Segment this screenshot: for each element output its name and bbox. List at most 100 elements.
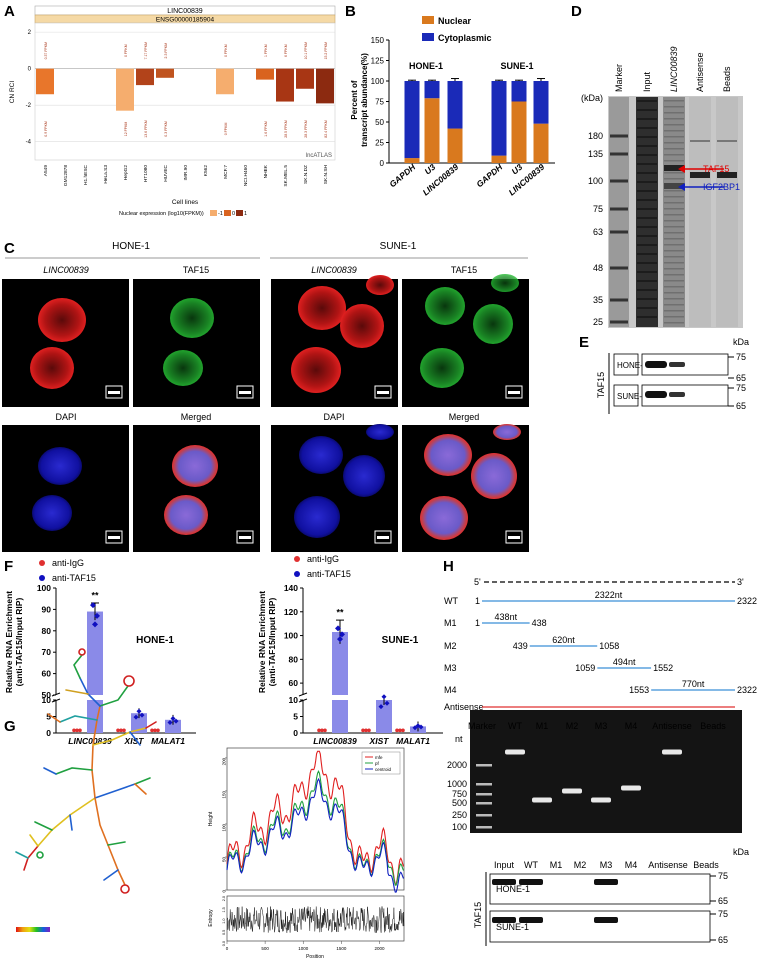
panel-b: B Nuclear Cytoplasmic Percent of transcr… — [345, 3, 555, 197]
h-construct-end: 1058 — [599, 641, 619, 651]
g-y-tick: 200 — [222, 757, 227, 765]
h-gel-band — [591, 797, 611, 803]
g-series-centroid — [226, 777, 405, 893]
f-point-taf — [94, 612, 100, 619]
a-x-tick: HeLa.S3 — [103, 165, 109, 184]
h-wb-lane-label: Input — [494, 860, 515, 870]
h-construct-length: 620nt — [552, 635, 575, 645]
panel-f: F anti-IgG anti-TAF15 anti-IgG anti-TAF1… — [4, 554, 443, 746]
b-bar-cyto — [533, 81, 549, 124]
h-construct-length: 770nt — [682, 679, 705, 689]
f-point-taf — [335, 625, 341, 632]
a-legend-title: Nuclear expression (log10(FPKM)) — [119, 211, 204, 217]
a-x-tick: HUVEC — [163, 164, 169, 181]
f-y-tick: 140 — [284, 583, 298, 593]
f-point-taf — [139, 712, 145, 718]
f-x-tick: LINC00839 — [68, 736, 112, 746]
f-point-taf — [136, 708, 142, 714]
e-m2-b: 65 — [736, 401, 746, 411]
a-watermark: lncATLAS — [306, 153, 332, 159]
g-e-tick: 1.5 — [222, 907, 226, 912]
f-y-tick: 50 — [42, 690, 52, 700]
a-y-label: CN RCI — [9, 81, 16, 104]
a-bars: 0.37 FPKM 0.9 FPKM 0 FPKM 12 FPKM 7.17 FPKM 1… — [36, 42, 334, 138]
b-bar-cyto — [447, 81, 463, 129]
a-y-tick: 0 — [28, 67, 32, 73]
b-bar-cyto — [424, 81, 440, 99]
f-y-tick: 0 — [46, 728, 51, 738]
a-x-label: Cell lines — [172, 199, 199, 206]
f-x-tick: XIST — [124, 736, 145, 746]
g-y-tick: 100 — [222, 823, 227, 831]
b-bar-cyto — [511, 81, 527, 102]
b-x-tick: GAPDH — [387, 161, 418, 189]
b-bar-nuclear — [404, 158, 420, 163]
h-wb-m1-a: 75 — [718, 871, 728, 881]
d-igf2bp1-label: IGF2BP1 — [703, 182, 740, 192]
f1-y-label-2: (anti-TAF15/Input RIP) — [14, 598, 24, 687]
c-col-taf-2: TAF15 — [451, 265, 477, 275]
a-bar — [276, 68, 294, 102]
f-y-tick: 60 — [42, 669, 52, 679]
h-wb-band — [594, 917, 618, 923]
a-x-tick: NHEK — [263, 164, 269, 178]
a-x-tick: K562 — [203, 165, 209, 177]
a-legend-swatch-1 — [210, 210, 217, 216]
panel-letter-e: E — [579, 334, 589, 351]
a-lower-label: 1.6 FPKM — [264, 121, 268, 137]
b-legend-swatch-nuclear — [422, 16, 434, 24]
h-construct-start: 1 — [475, 618, 480, 628]
a-x-tick: SK.N.DZ — [303, 165, 309, 184]
f-point-taf — [381, 694, 387, 700]
d-marker: 100 — [588, 176, 603, 186]
d-lane-label: Beads — [722, 66, 732, 92]
b-bar-nuclear — [533, 123, 549, 163]
f-point-taf — [337, 636, 343, 643]
a-x-tick: MCF.7 — [223, 165, 229, 179]
h-gel-lane-label: Marker — [468, 721, 496, 731]
f-point-igg — [78, 728, 82, 733]
f-x-tick: MALAT1 — [151, 736, 185, 746]
e-row1-label: HONE-1 — [617, 361, 648, 370]
h-gel-lane-label: Beads — [700, 721, 726, 731]
f-point-igg — [75, 728, 79, 733]
h-wb-band — [519, 879, 543, 885]
f-point-taf — [384, 700, 390, 706]
h-gel-band — [532, 797, 552, 803]
panel-g: G — [4, 648, 405, 960]
a-bar — [216, 68, 234, 95]
h-wb-lane-label: Antisense — [648, 860, 688, 870]
panel-a: A LINC00839 ENSG00000185904 0.37 FPKM 0.9… — [4, 3, 336, 217]
b-x-tick: U3 — [510, 162, 525, 177]
f-y-tick: 100 — [284, 631, 298, 641]
e-m1-a: 75 — [736, 352, 746, 362]
f-point-igg — [367, 728, 371, 733]
a-x-tick: NCI.H460 — [243, 165, 249, 186]
h-three-prime: 3' — [737, 577, 744, 587]
h-construct-start: 1059 — [575, 663, 595, 673]
a-legend-tick-1: -1 — [218, 211, 223, 217]
a-y-tick: 2 — [28, 30, 32, 36]
h-construct-name: M1 — [444, 618, 457, 628]
a-x-tick: GM12878 — [63, 165, 69, 186]
a-title: LINC00839 — [167, 8, 203, 15]
a-bar — [36, 68, 54, 95]
a-lower-label: 82.4 FPKM — [324, 120, 328, 138]
e-m1-b: 75 — [736, 383, 746, 393]
d-marker: 180 — [588, 131, 603, 141]
g-entropy-line — [226, 906, 405, 933]
h-gel-band — [621, 785, 641, 791]
f-point-taf — [167, 719, 173, 725]
h-wb-band — [519, 917, 543, 923]
a-lower-label: 28.5 FPKM — [284, 120, 288, 138]
g-x-tick: 500 — [261, 946, 269, 951]
h-constructs: WT 1 2322 2322nt M1 1 438 438nt M2 439 1058 620nt M3… — [444, 590, 757, 712]
g-legend-mfe: mfe — [375, 755, 383, 760]
f-y-tick: 10 — [42, 695, 52, 705]
h-gel-band — [505, 749, 525, 755]
a-bar — [256, 68, 274, 80]
f-point-igg — [401, 728, 405, 733]
h-wb-lane-label: M4 — [625, 860, 638, 870]
